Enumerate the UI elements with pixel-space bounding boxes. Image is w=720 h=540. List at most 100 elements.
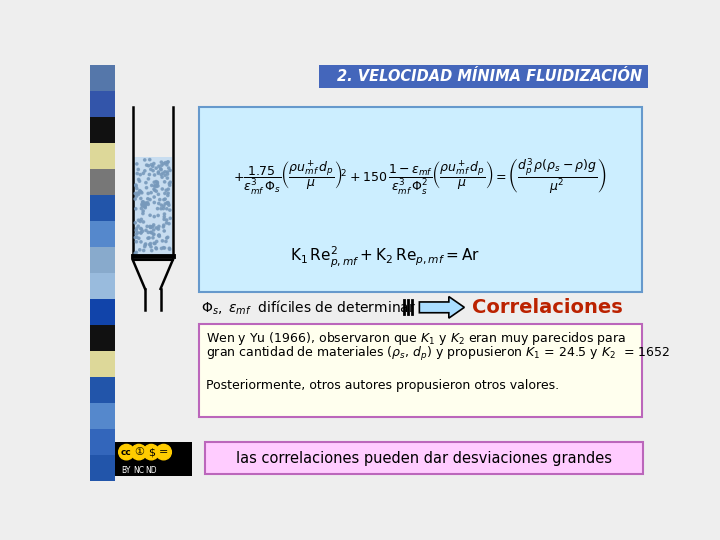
Circle shape bbox=[152, 165, 154, 167]
Circle shape bbox=[146, 225, 148, 227]
Bar bbox=[90, 299, 114, 325]
Circle shape bbox=[134, 198, 136, 200]
Circle shape bbox=[150, 232, 153, 234]
Circle shape bbox=[135, 184, 137, 186]
Circle shape bbox=[166, 207, 168, 210]
Circle shape bbox=[166, 173, 168, 176]
Circle shape bbox=[157, 171, 160, 173]
Circle shape bbox=[150, 231, 152, 233]
Circle shape bbox=[157, 193, 160, 195]
Circle shape bbox=[160, 161, 163, 163]
Circle shape bbox=[148, 173, 150, 176]
Text: Posteriormente, otros autores propusieron otros valores.: Posteriormente, otros autores propusiero… bbox=[206, 380, 559, 393]
Circle shape bbox=[152, 237, 154, 239]
Circle shape bbox=[135, 208, 137, 210]
Circle shape bbox=[162, 207, 164, 210]
Text: ND: ND bbox=[145, 466, 157, 475]
Bar bbox=[90, 455, 114, 481]
Text: NC: NC bbox=[133, 466, 144, 475]
Circle shape bbox=[163, 199, 165, 201]
Circle shape bbox=[140, 241, 142, 243]
Circle shape bbox=[157, 172, 160, 174]
Circle shape bbox=[163, 171, 166, 173]
Bar bbox=[90, 195, 114, 221]
Circle shape bbox=[139, 220, 141, 222]
Circle shape bbox=[163, 247, 166, 249]
Circle shape bbox=[149, 242, 152, 245]
Circle shape bbox=[157, 214, 159, 217]
Circle shape bbox=[145, 164, 148, 166]
Circle shape bbox=[163, 163, 165, 165]
Circle shape bbox=[157, 185, 159, 187]
Circle shape bbox=[160, 168, 162, 171]
Circle shape bbox=[142, 210, 144, 212]
Circle shape bbox=[143, 205, 145, 207]
Text: las correlaciones pueden dar desviaciones grandes: las correlaciones pueden dar desviacione… bbox=[236, 451, 612, 466]
Circle shape bbox=[167, 192, 169, 194]
Text: BY: BY bbox=[122, 466, 131, 475]
Circle shape bbox=[150, 168, 152, 171]
Circle shape bbox=[143, 444, 159, 460]
Circle shape bbox=[142, 212, 144, 215]
Circle shape bbox=[158, 234, 160, 237]
Circle shape bbox=[137, 168, 140, 171]
Circle shape bbox=[167, 202, 169, 205]
Circle shape bbox=[140, 218, 143, 220]
Circle shape bbox=[157, 228, 160, 230]
Circle shape bbox=[134, 237, 137, 239]
Circle shape bbox=[136, 172, 138, 175]
Circle shape bbox=[140, 191, 142, 193]
Circle shape bbox=[155, 167, 158, 170]
Bar bbox=[90, 325, 114, 350]
Circle shape bbox=[135, 227, 138, 230]
Circle shape bbox=[137, 232, 139, 234]
Circle shape bbox=[138, 248, 141, 251]
Circle shape bbox=[148, 165, 150, 167]
Circle shape bbox=[139, 191, 141, 193]
Text: $\mathrm{K}_1\,\mathrm{Re}_{p,mf}^2+\mathrm{K}_2\,\mathrm{Re}_{p,mf}=\mathrm{Ar}: $\mathrm{K}_1\,\mathrm{Re}_{p,mf}^2+\mat… bbox=[289, 245, 480, 270]
Circle shape bbox=[152, 226, 154, 228]
Circle shape bbox=[147, 198, 149, 200]
Circle shape bbox=[168, 209, 171, 211]
Text: gran cantidad de materiales ($\rho_s$, $d_p$) y propusieron $K_1$ = 24.5 y $K_2$: gran cantidad de materiales ($\rho_s$, $… bbox=[206, 345, 670, 362]
Bar bbox=[90, 143, 114, 169]
Circle shape bbox=[153, 188, 156, 191]
Circle shape bbox=[156, 207, 158, 210]
Circle shape bbox=[141, 203, 143, 205]
Bar bbox=[90, 91, 114, 117]
Circle shape bbox=[142, 201, 145, 203]
Circle shape bbox=[139, 173, 141, 176]
Circle shape bbox=[168, 183, 171, 185]
Circle shape bbox=[150, 184, 153, 187]
Circle shape bbox=[142, 172, 145, 174]
Circle shape bbox=[163, 218, 166, 220]
Circle shape bbox=[144, 170, 146, 172]
Circle shape bbox=[138, 190, 141, 192]
Circle shape bbox=[162, 247, 165, 249]
Circle shape bbox=[166, 236, 169, 239]
Circle shape bbox=[143, 246, 146, 248]
Polygon shape bbox=[419, 296, 464, 318]
Text: $: $ bbox=[148, 447, 155, 457]
Circle shape bbox=[153, 185, 156, 187]
Circle shape bbox=[140, 207, 143, 210]
Circle shape bbox=[163, 224, 165, 226]
Bar bbox=[204, 442, 644, 475]
Circle shape bbox=[141, 201, 144, 203]
Circle shape bbox=[144, 207, 146, 209]
Circle shape bbox=[162, 172, 164, 174]
Bar bbox=[90, 168, 114, 195]
Circle shape bbox=[167, 161, 169, 163]
Circle shape bbox=[163, 213, 166, 215]
Circle shape bbox=[156, 227, 158, 229]
Circle shape bbox=[140, 197, 142, 200]
Circle shape bbox=[147, 203, 149, 206]
Circle shape bbox=[145, 229, 147, 232]
Circle shape bbox=[153, 196, 156, 198]
Circle shape bbox=[164, 174, 166, 177]
Circle shape bbox=[164, 202, 166, 205]
Circle shape bbox=[153, 242, 156, 245]
Circle shape bbox=[158, 199, 161, 201]
Circle shape bbox=[145, 187, 148, 189]
Circle shape bbox=[158, 202, 160, 205]
